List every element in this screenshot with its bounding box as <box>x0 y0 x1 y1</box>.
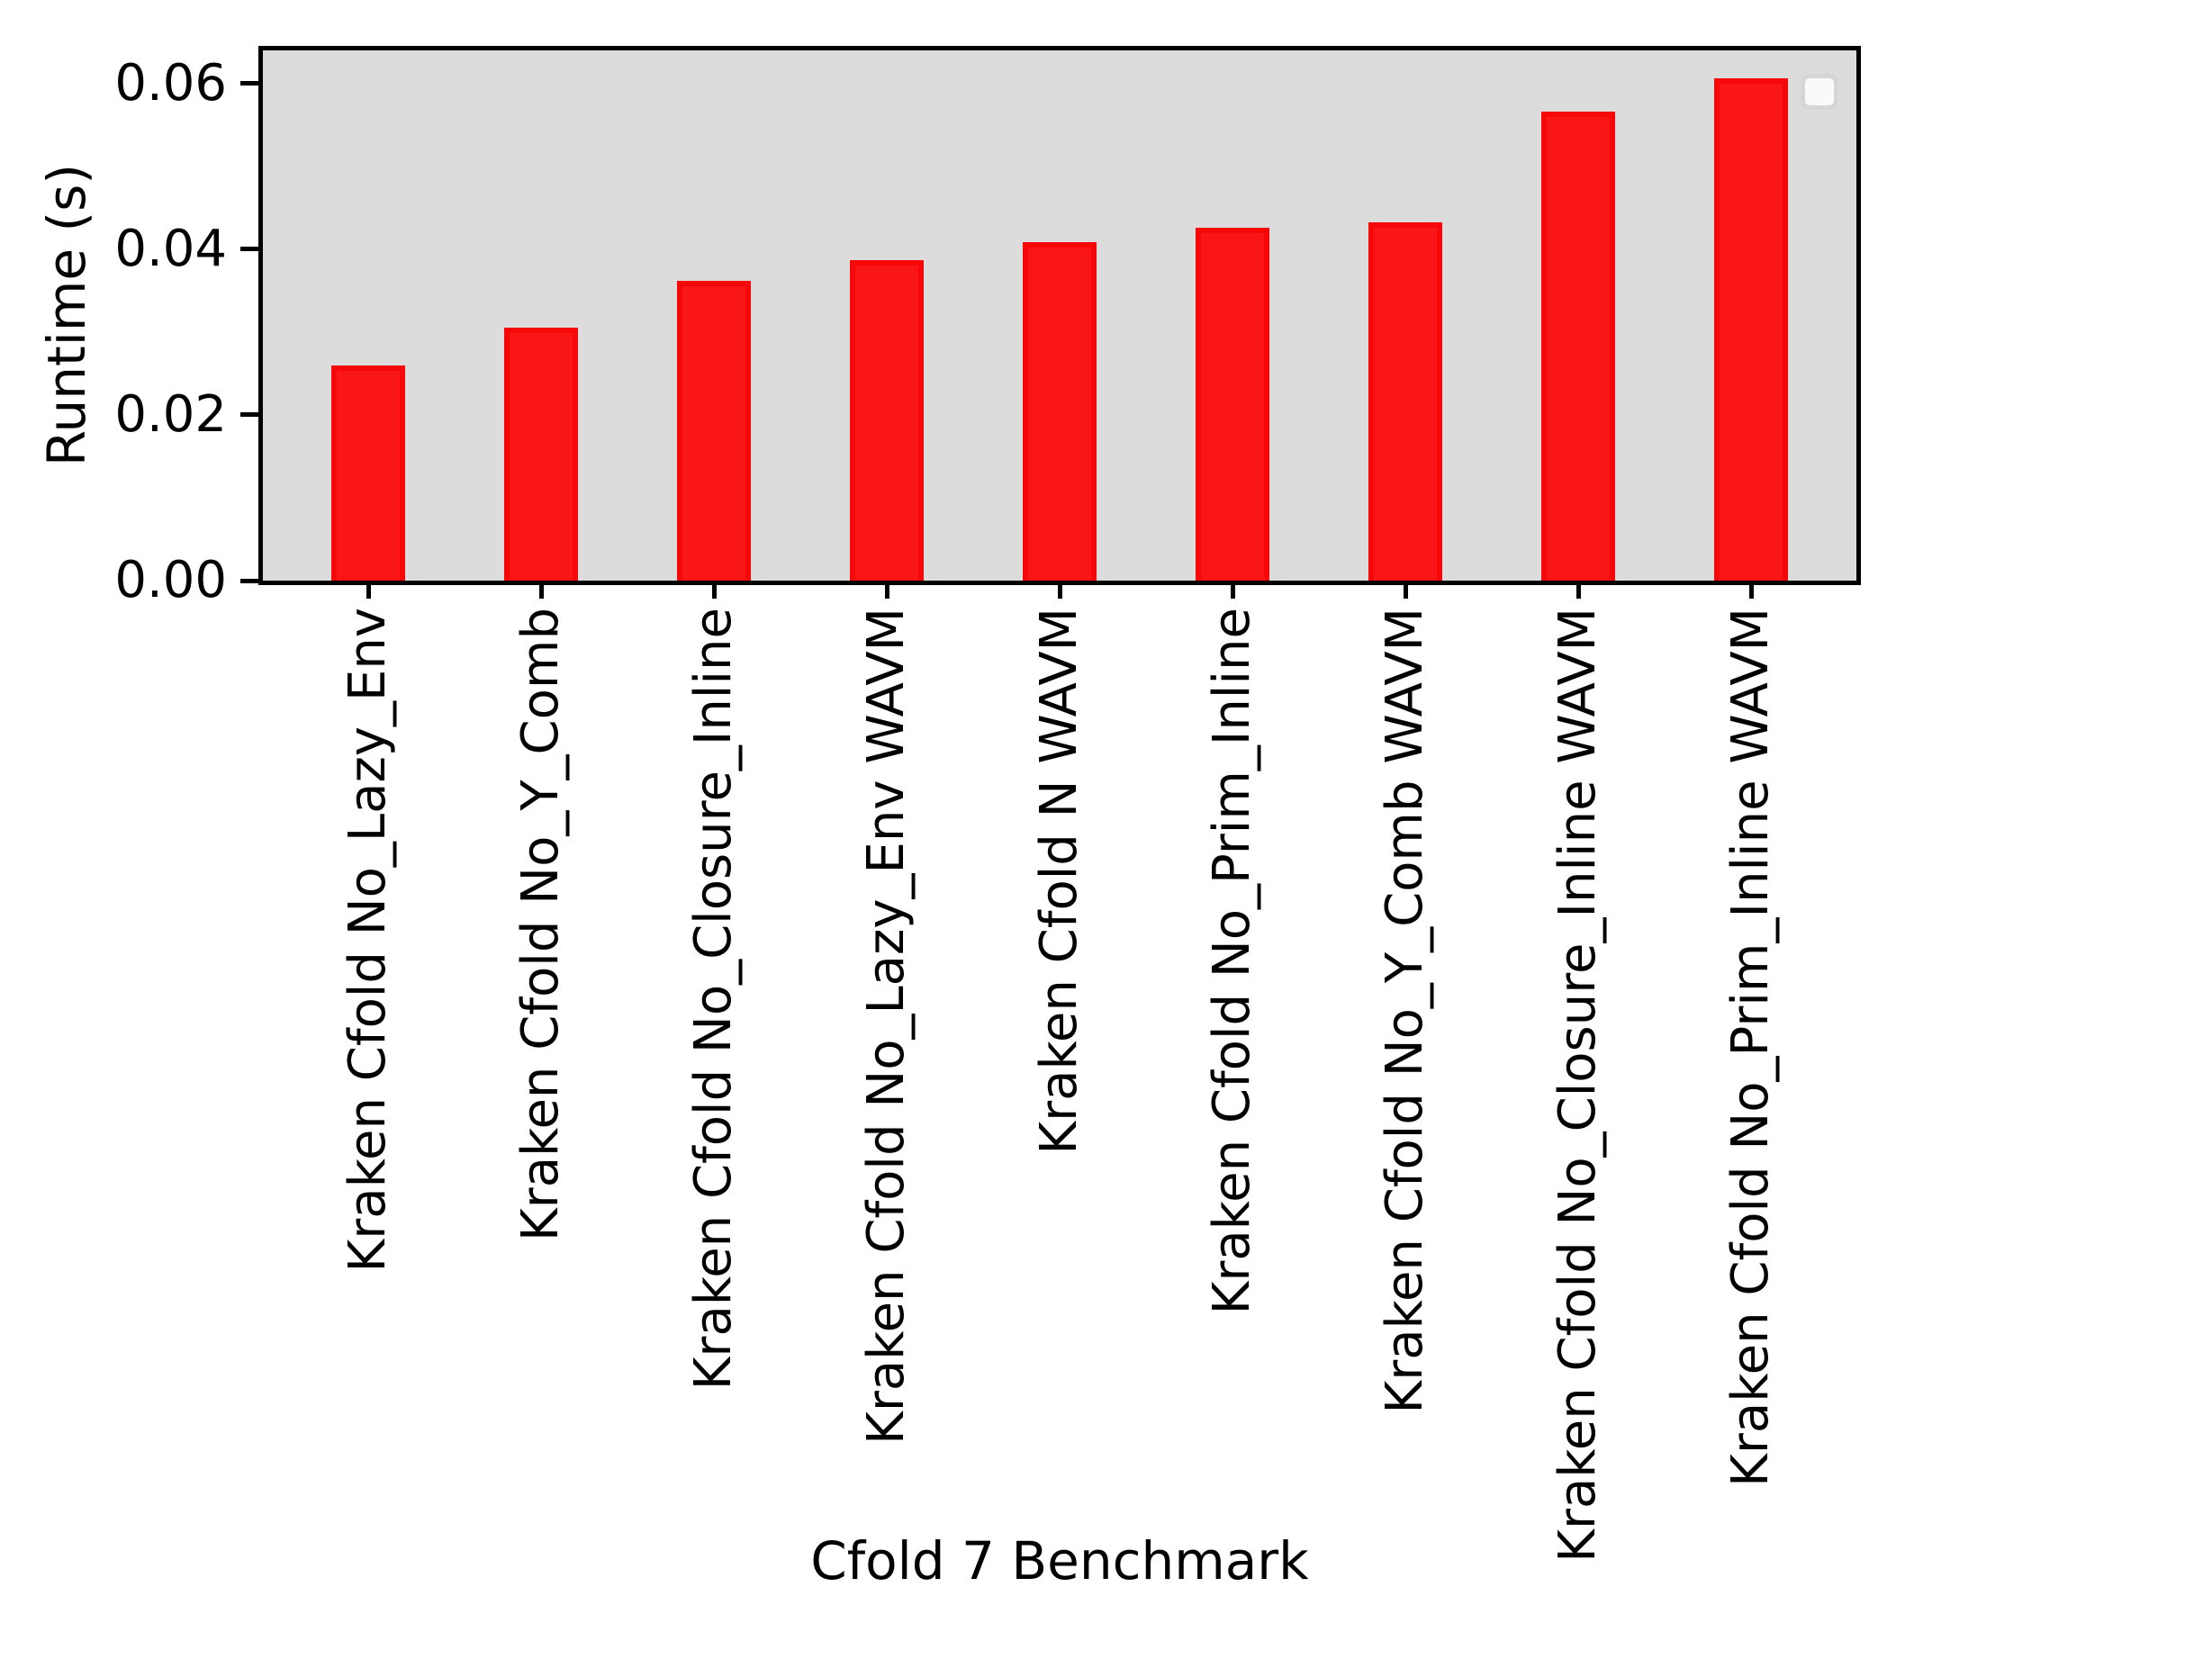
x-tick-mark <box>1057 581 1062 599</box>
x-tick-label: Kraken Cfold No_Lazy_Env WAVM <box>856 608 916 1445</box>
bar-slot <box>1492 50 1665 581</box>
y-tick-mark <box>240 579 258 583</box>
bar-slot <box>1146 50 1319 581</box>
x-label-slot: Kraken Cfold No_Closure_Inline <box>627 608 800 1390</box>
x-tick-slot <box>455 581 627 599</box>
x-tick-slot <box>1146 581 1319 599</box>
bar <box>1022 242 1097 581</box>
x-label-slot: Kraken Cfold No_Lazy_Env <box>282 608 455 1272</box>
bar-slot <box>973 50 1146 581</box>
x-tick-mark <box>884 581 889 599</box>
y-tick-mark <box>240 247 258 251</box>
bar-slot <box>627 50 800 581</box>
x-tick-slot <box>1665 581 1837 599</box>
x-axis-ticks <box>263 581 1856 599</box>
x-label-slot: Kraken Cfold No_Y_Comb WAVM <box>1319 608 1492 1414</box>
x-tick-mark <box>1403 581 1408 599</box>
x-tick-slot <box>1492 581 1665 599</box>
x-tick-mark <box>1575 581 1581 599</box>
x-tick-label: Kraken Cfold No_Y_Comb WAVM <box>1375 608 1434 1414</box>
x-tick-mark <box>366 581 371 599</box>
x-tick-slot <box>627 581 800 599</box>
y-tick-mark <box>240 81 258 86</box>
bar-slot <box>282 50 455 581</box>
y-tick-label: 0.04 <box>114 220 227 278</box>
bar-slot <box>1665 50 1837 581</box>
x-tick-slot <box>1319 581 1492 599</box>
x-tick-label: Kraken Cfold No_Prim_Inline WAVM <box>1720 608 1780 1487</box>
x-tick-label: Kraken Cfold No_Y_Comb <box>510 608 570 1242</box>
x-label-slot: Kraken Cfold No_Prim_Inline <box>1146 608 1319 1314</box>
bars-row <box>263 50 1856 581</box>
x-tick-label: Kraken Cfold No_Closure_Inline WAVM <box>1548 608 1607 1563</box>
y-tick-label: 0.06 <box>114 54 227 113</box>
x-tick-mark <box>538 581 544 599</box>
legend-box <box>1801 74 1838 110</box>
bar <box>1195 228 1270 581</box>
x-tick-label: Kraken Cfold No_Prim_Inline <box>1202 608 1261 1315</box>
x-axis-tick-labels: Kraken Cfold No_Lazy_Env Kraken Cfold No_… <box>263 608 1856 1563</box>
bar <box>503 328 579 581</box>
x-tick-mark <box>711 581 717 599</box>
bar <box>1540 112 1616 581</box>
x-label-slot: Kraken Cfold No_Prim_Inline WAVM <box>1665 608 1837 1487</box>
bar-slot <box>1319 50 1492 581</box>
y-tick-label: 0.02 <box>114 385 227 444</box>
y-axis-title-wrap: Runtime (s) <box>34 50 99 581</box>
y-tick-label: 0.00 <box>114 551 227 609</box>
bar-slot <box>455 50 627 581</box>
x-label-slot: Kraken Cfold No_Closure_Inline WAVM <box>1492 608 1665 1563</box>
x-label-slot: Kraken Cfold No_Lazy_Env WAVM <box>800 608 973 1445</box>
x-label-slot: Kraken Cfold No_Y_Comb <box>455 608 627 1241</box>
y-axis-title: Runtime (s) <box>36 164 97 467</box>
x-tick-label: Kraken Cfold No_Lazy_Env <box>338 608 397 1273</box>
bar <box>849 260 925 581</box>
bar <box>330 365 406 581</box>
x-tick-slot <box>800 581 973 599</box>
x-tick-slot <box>973 581 1146 599</box>
x-tick-slot <box>282 581 455 599</box>
bar <box>676 281 752 581</box>
y-tick-mark <box>240 412 258 417</box>
x-tick-label: Kraken Cfold N WAVM <box>1029 608 1088 1155</box>
bar <box>1368 222 1443 581</box>
x-tick-mark <box>1748 581 1754 599</box>
x-tick-label: Kraken Cfold No_Closure_Inline <box>683 608 743 1391</box>
plot-area: Kraken Cfold No_Lazy_Env Kraken Cfold No_… <box>240 46 1861 1563</box>
bar <box>1713 78 1789 581</box>
x-axis-title: Cfold 7 Benchmark <box>810 1530 1309 1591</box>
x-tick-mark <box>1230 581 1235 599</box>
x-label-slot: Kraken Cfold N WAVM <box>973 608 1146 1155</box>
bar-slot <box>800 50 973 581</box>
